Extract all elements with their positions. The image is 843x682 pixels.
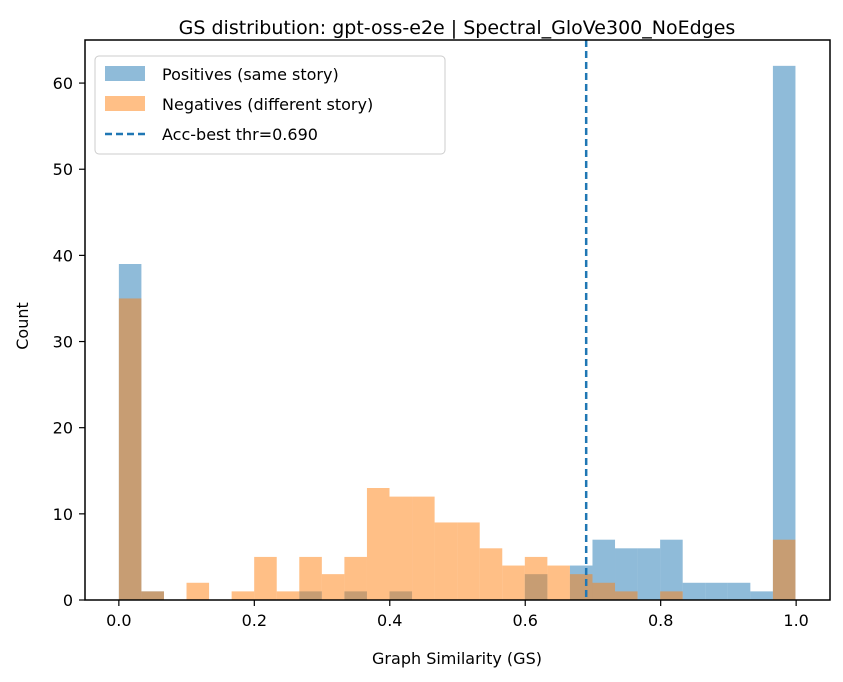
- histogram-bar-negatives-11: [366, 488, 390, 600]
- x-tick-label-0: 0.0: [106, 611, 131, 630]
- histogram-bar-positives-28: [750, 591, 773, 600]
- plot-area: [84, 39, 831, 601]
- x-tick-label-4: 0.8: [648, 611, 673, 630]
- histogram-bar-negatives-6: [254, 556, 277, 600]
- histogram-bar-negatives-17: [502, 565, 525, 600]
- histogram-bar-positives-26: [705, 582, 728, 600]
- x-tick-label-3: 0.6: [513, 611, 538, 630]
- histogram-bar-positives-27: [727, 582, 751, 600]
- legend-label-threshold: Acc-best thr=0.690: [162, 125, 318, 144]
- histogram-bar-negatives-19: [547, 565, 570, 600]
- histogram-bar-negatives-5: [231, 591, 255, 600]
- legend-swatch-negatives: [105, 96, 145, 111]
- histogram-bar-negatives-14: [434, 522, 458, 600]
- histogram-bar-negatives-10: [344, 556, 367, 600]
- histogram-bar-positives-24: [660, 539, 683, 600]
- histogram-bar-negatives-15: [457, 522, 480, 600]
- histogram-bar-negatives-7: [276, 591, 300, 600]
- histogram-bar-negatives-16: [479, 548, 503, 600]
- histogram-bar-positives-29: [772, 65, 796, 601]
- histogram-bar-positives-25: [682, 582, 706, 600]
- y-axis-label: Count: [13, 302, 32, 350]
- x-tick-label-5: 1.0: [783, 611, 808, 630]
- y-tick-label-5: 50: [53, 160, 73, 179]
- y-tick-label-3: 30: [53, 333, 73, 352]
- histogram-bar-negatives-18: [524, 556, 548, 600]
- y-tick-label-0: 0: [63, 591, 73, 610]
- histogram-bar-negatives-29: [772, 539, 796, 600]
- legend-box: [94, 55, 446, 155]
- x-tick-label-2: 0.4: [377, 611, 402, 630]
- histogram-bar-positives-23: [637, 548, 661, 600]
- x-axis-label: Graph Similarity (GS): [372, 649, 542, 668]
- y-tick-label-1: 10: [53, 505, 73, 524]
- legend-label-negatives: Negatives (different story): [162, 95, 373, 114]
- histogram-bar-negatives-1: [141, 591, 164, 600]
- chart-title: GS distribution: gpt-oss-e2e | Spectral_…: [179, 17, 736, 39]
- y-tick-label-6: 60: [53, 74, 73, 93]
- histogram-bar-negatives-24: [660, 591, 683, 600]
- y-tick-label-4: 40: [53, 246, 73, 265]
- bars-layer: [118, 65, 796, 601]
- y-tick-label-2: 20: [53, 419, 73, 438]
- histogram-bar-negatives-13: [412, 496, 435, 600]
- histogram-bar-negatives-8: [299, 556, 322, 600]
- legend-swatch-positives: [105, 66, 145, 81]
- x-axis: 0.0 0.2 0.4 0.6 0.8 1.0: [106, 600, 809, 630]
- y-axis: 0 10 20 30 40 50 60: [53, 74, 85, 610]
- plot-frame: [84, 39, 831, 601]
- legend: Positives (same story) Negatives (differ…: [94, 55, 446, 155]
- histogram-bar-negatives-20: [569, 574, 593, 600]
- histogram-bar-negatives-9: [321, 574, 345, 600]
- histogram-bar-negatives-22: [615, 591, 638, 600]
- legend-label-positives: Positives (same story): [162, 65, 339, 84]
- x-tick-label-1: 0.2: [242, 611, 267, 630]
- histogram-bar-negatives-12: [389, 496, 413, 600]
- histogram-bar-negatives-21: [592, 582, 616, 600]
- histogram-bar-negatives-0: [118, 298, 142, 600]
- histogram-bar-negatives-3: [186, 582, 210, 600]
- histogram-bar-positives-22: [615, 548, 638, 600]
